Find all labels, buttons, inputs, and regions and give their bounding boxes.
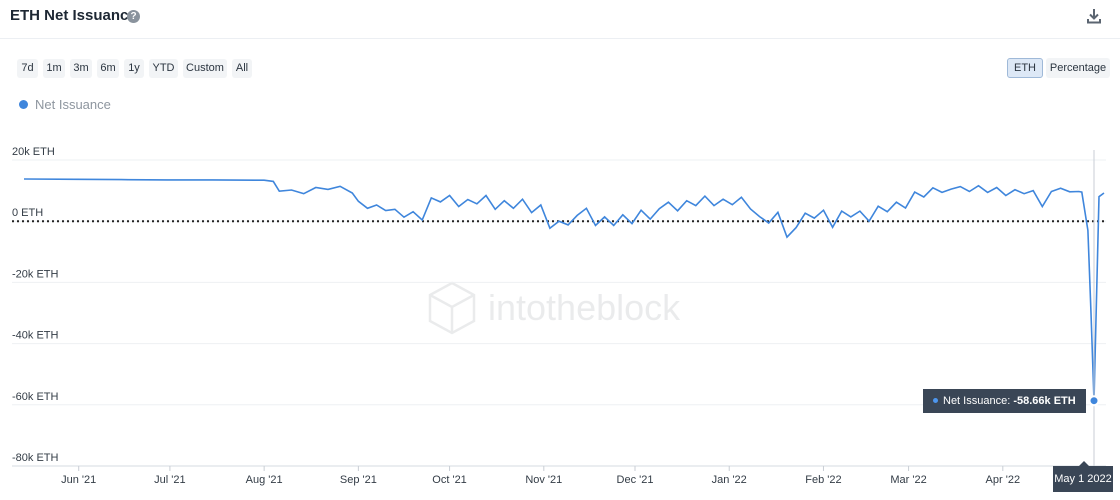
- x-tick-label: Feb '22: [805, 474, 841, 486]
- x-tick-label: Oct '21: [432, 474, 467, 486]
- chart-legend[interactable]: Net Issuance: [19, 97, 111, 112]
- x-tick-label: Dec '21: [617, 474, 654, 486]
- y-tick-label: 20k ETH: [12, 146, 55, 158]
- y-tick-label: -40k ETH: [12, 330, 59, 342]
- range-ytd-button[interactable]: YTD: [149, 59, 178, 78]
- range-7d-button[interactable]: 7d: [17, 59, 38, 78]
- x-tick-label: Jul '21: [154, 474, 185, 486]
- range-6m-button[interactable]: 6m: [97, 59, 119, 78]
- x-tick-label: Aug '21: [246, 474, 283, 486]
- download-icon[interactable]: [1085, 7, 1103, 25]
- x-tick-label: Sep '21: [340, 474, 377, 486]
- x-tick-label: Mar '22: [890, 474, 926, 486]
- x-axis: Jun '21 Jul '21 Aug '21 Sep '21 Oct '21 Nov '…: [12, 465, 1106, 486]
- value-tooltip: Net Issuance: -58.66k ETH: [923, 389, 1086, 413]
- unit-percentage-button[interactable]: Percentage: [1046, 58, 1110, 78]
- x-tick-label: Apr '22: [986, 474, 1021, 486]
- highlight-point[interactable]: [1088, 395, 1100, 407]
- chart-header: ETH Net Issuance ?: [0, 0, 1120, 39]
- y-tick-label: -60k ETH: [12, 391, 59, 403]
- y-tick-label: -80k ETH: [12, 452, 59, 464]
- watermark-text: intotheblock: [488, 287, 681, 328]
- page-title: ETH Net Issuance: [10, 7, 137, 24]
- range-1y-button[interactable]: 1y: [124, 59, 144, 78]
- legend-marker: [19, 100, 28, 109]
- net-issuance-line[interactable]: [23, 178, 1105, 401]
- x-tick-label: Nov '21: [525, 474, 562, 486]
- range-1m-button[interactable]: 1m: [43, 59, 65, 78]
- x-tick-label: Jan '22: [712, 474, 747, 486]
- question-circle-icon[interactable]: ?: [127, 10, 140, 23]
- legend-label: Net Issuance: [35, 97, 111, 112]
- tooltip-marker: [933, 398, 938, 403]
- y-tick-label: -20k ETH: [12, 268, 59, 280]
- range-3m-button[interactable]: 3m: [70, 59, 92, 78]
- x-tick-label: Jun '21: [61, 474, 96, 486]
- tooltip-series: Net Issuance:: [943, 395, 1011, 407]
- tooltip-value: -58.66k ETH: [1013, 395, 1076, 407]
- y-tick-label: 0 ETH: [12, 207, 43, 219]
- y-axis: 20k ETH 0 ETH -20k ETH -40k ETH -60k ETH -80k…: [12, 146, 59, 464]
- range-all-button[interactable]: All: [232, 59, 252, 78]
- date-tag: May 1 2022: [1053, 461, 1113, 492]
- unit-eth-button[interactable]: ETH: [1007, 58, 1043, 78]
- intotheblock-watermark: intotheblock: [428, 281, 681, 335]
- range-custom-button[interactable]: Custom: [183, 59, 227, 78]
